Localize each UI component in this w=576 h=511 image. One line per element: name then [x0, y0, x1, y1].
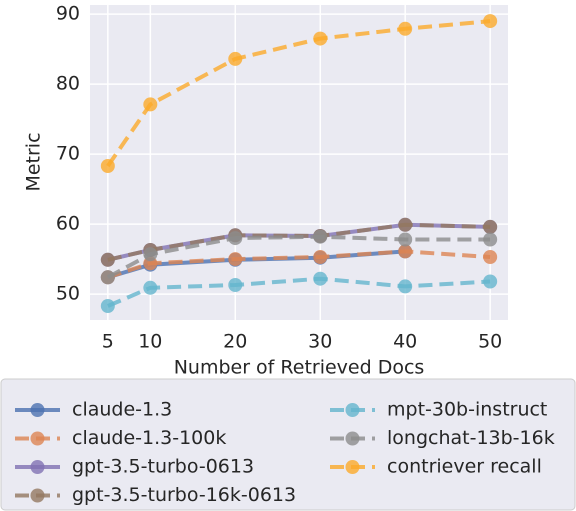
- legend-marker: [30, 431, 45, 446]
- series-point: [398, 232, 413, 247]
- legend-marker: [30, 488, 45, 503]
- legend-label: claude-1.3-100k: [72, 427, 226, 449]
- series-point: [143, 280, 158, 295]
- series-point: [483, 219, 498, 234]
- legend-label: mpt-30b-instruct: [387, 399, 547, 421]
- series-point: [483, 14, 498, 29]
- legend-marker: [30, 403, 45, 417]
- series-point: [398, 21, 413, 36]
- series-point: [228, 51, 243, 66]
- series-point: [228, 231, 243, 246]
- y-tick-label: 90: [56, 3, 80, 25]
- y-tick-label: 70: [56, 143, 80, 165]
- series-line: [106, 19, 491, 168]
- legend-marker: [345, 431, 360, 446]
- legend-marker: [345, 403, 360, 417]
- series-point: [313, 271, 328, 286]
- series-line: [106, 234, 491, 280]
- y-tick-label: 50: [56, 283, 80, 305]
- series-point: [483, 232, 498, 247]
- y-tick-label: 60: [56, 213, 80, 235]
- series-point: [100, 299, 115, 313]
- series-point: [228, 278, 243, 292]
- series-point: [143, 97, 158, 112]
- series-point: [100, 159, 115, 173]
- x-tick-label: 30: [308, 331, 332, 353]
- plot-area: [90, 5, 508, 320]
- x-tick-label: 5: [102, 331, 114, 353]
- x-tick-label: 20: [223, 331, 247, 353]
- x-tick-label: 10: [138, 331, 162, 353]
- legend-label: claude-1.3: [72, 399, 172, 421]
- x-tick-label: 40: [393, 331, 417, 353]
- series-point: [143, 247, 158, 262]
- series-point: [313, 31, 328, 46]
- y-tick-label: 80: [56, 73, 80, 95]
- series-point: [483, 274, 498, 289]
- legend-label: contriever recall: [387, 456, 542, 478]
- series-point: [398, 279, 413, 294]
- series-point: [100, 252, 115, 267]
- series-point: [313, 229, 328, 244]
- legend-label: longchat-13b-16k: [387, 427, 555, 449]
- legend-marker: [30, 460, 45, 474]
- series-point: [228, 252, 243, 267]
- series-point: [100, 270, 115, 285]
- legend: [0, 378, 576, 511]
- series-point: [483, 250, 498, 264]
- y-axis-label: Metric: [23, 132, 45, 191]
- legend-label: gpt-3.5-turbo-0613: [72, 456, 254, 478]
- series-point: [313, 250, 328, 264]
- legend-marker: [345, 460, 360, 474]
- x-axis-label: Number of Retrieved Docs: [174, 357, 425, 379]
- series-point: [398, 244, 413, 259]
- legend-label: gpt-3.5-turbo-16k-0613: [72, 484, 296, 506]
- series-line: [107, 249, 491, 280]
- series-point: [398, 217, 413, 232]
- x-tick-label: 50: [478, 331, 502, 353]
- series-line: [107, 276, 491, 308]
